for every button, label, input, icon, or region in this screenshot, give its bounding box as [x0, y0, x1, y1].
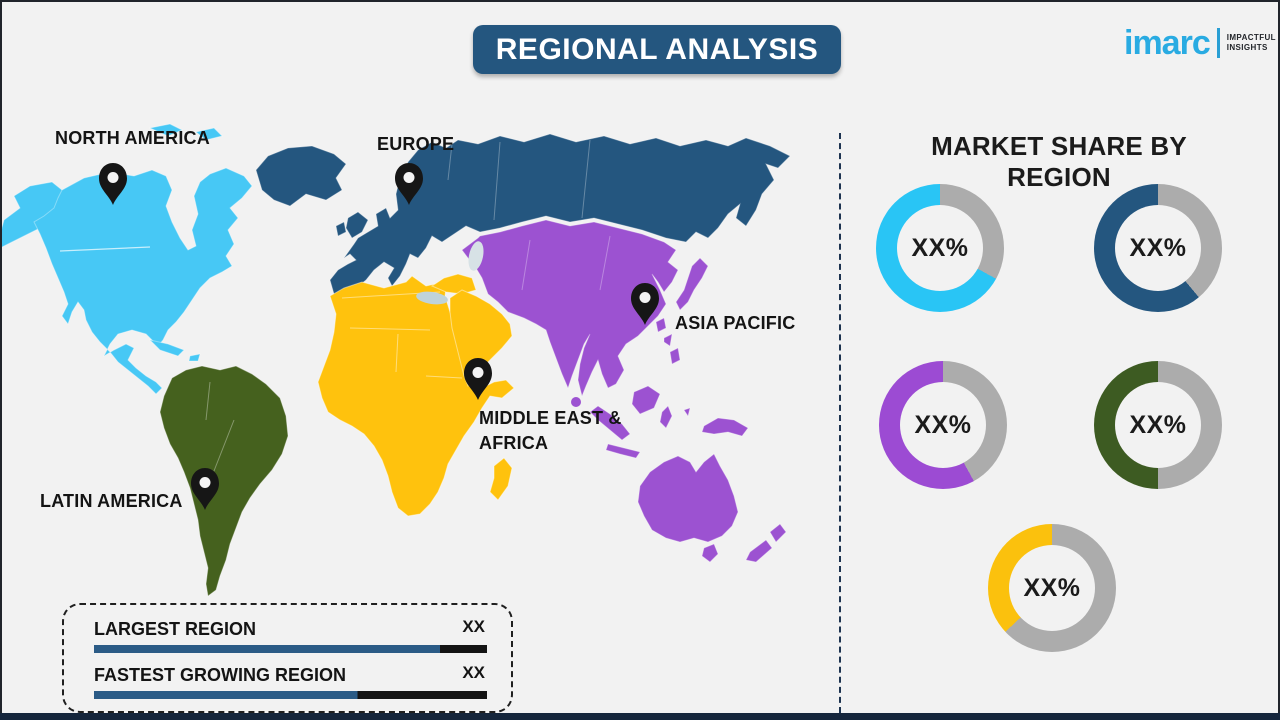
logo-tagline: IMPACTFUL INSIGHTS [1226, 32, 1276, 52]
donut-3-value: XX% [914, 410, 972, 439]
largest-region-label: LARGEST REGION [94, 619, 257, 639]
map-region-europe [255, 133, 791, 301]
map-pin-middle-east-africa [464, 358, 492, 400]
mediterranean-sea-east [416, 291, 448, 305]
map-label-north-america: NORTH AMERICA [55, 128, 210, 148]
map-pin-north-america [99, 163, 127, 205]
largest-region-bar [94, 645, 487, 653]
imarc-logo-wordmark: imarc [1124, 24, 1211, 62]
fastest-growing-region-value: XX [462, 663, 485, 682]
fastest-growing-region-label: FASTEST GROWING REGION [94, 665, 347, 685]
donut-1-value: XX% [911, 233, 969, 262]
fastest-growing-region-bar [94, 691, 487, 699]
panel-separator [839, 133, 841, 713]
market-share-heading: MARKET SHARE BY REGION [931, 131, 1187, 192]
page-title-text: REGIONAL ANALYSIS [495, 32, 819, 66]
caspian-sea [468, 241, 484, 271]
map-pin-asia-pacific [631, 283, 659, 325]
largest-region-value: XX [462, 617, 485, 636]
donut-2-value: XX% [1129, 233, 1187, 262]
logo-divider [1216, 28, 1220, 58]
donut-4-value: XX% [1129, 410, 1187, 439]
map-label-asia-pacific: ASIA PACIFIC [675, 313, 796, 333]
map-label-europe: EUROPE [377, 134, 455, 154]
map-region-middle-east-africa [317, 273, 515, 517]
map-label-middle-east-africa: MIDDLE EAST & AFRICA [479, 408, 622, 453]
map-region-latin-america [159, 365, 289, 597]
donut-chart-5: XX% [988, 524, 1116, 652]
donut-chart-4: XX% [1094, 361, 1222, 489]
map-region-asia-pacific [461, 219, 787, 563]
region-summary-box: LARGEST REGION XX FASTEST GROWING REGION… [62, 603, 513, 713]
bottom-accent-bar [0, 713, 1280, 720]
map-pin-europe [395, 163, 423, 205]
imarc-logo: imarc IMPACTFUL INSIGHTS [1124, 26, 1276, 60]
donut-chart-3: XX% [879, 361, 1007, 489]
page-title: REGIONAL ANALYSIS [473, 25, 841, 74]
donut-chart-2: XX% [1094, 184, 1222, 312]
map-pin-latin-america [191, 468, 219, 510]
world-map [0, 123, 791, 597]
map-region-north-america [0, 123, 253, 395]
donut-5-value: XX% [1023, 573, 1081, 602]
donut-chart-1: XX% [876, 184, 1004, 312]
map-label-latin-america: LATIN AMERICA [40, 491, 183, 511]
